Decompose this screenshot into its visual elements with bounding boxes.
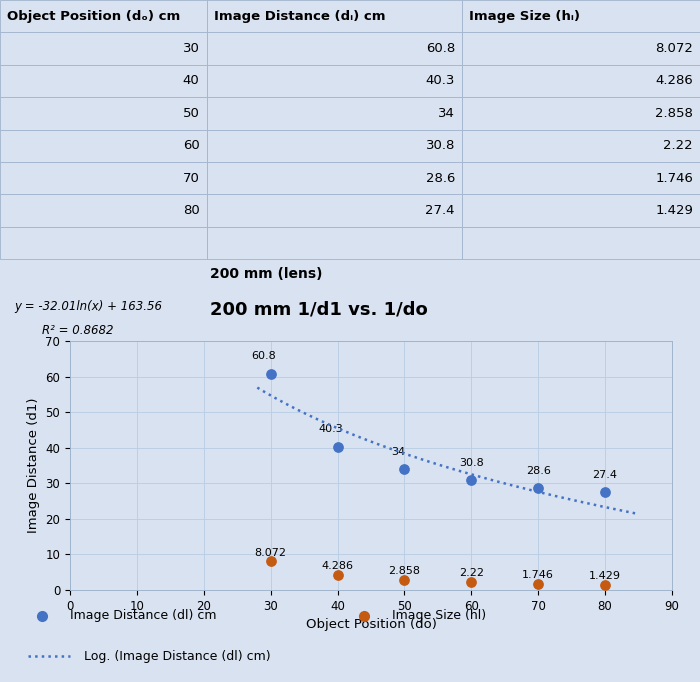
- Text: Image Distance (dl) cm: Image Distance (dl) cm: [70, 609, 216, 622]
- Text: R² = 0.8682: R² = 0.8682: [42, 325, 113, 338]
- Text: 200 mm (lens): 200 mm (lens): [210, 267, 323, 281]
- Point: [533, 578, 544, 589]
- Text: 1.746: 1.746: [655, 172, 693, 185]
- Text: 30.8: 30.8: [459, 458, 484, 468]
- Text: 28.6: 28.6: [526, 466, 551, 476]
- Bar: [206, 32, 462, 65]
- Point: [399, 464, 410, 475]
- Bar: [462, 65, 700, 97]
- Point: [332, 569, 343, 580]
- Bar: [462, 98, 700, 130]
- Bar: [462, 130, 700, 162]
- Text: 30: 30: [183, 42, 200, 55]
- Bar: [0, 130, 206, 162]
- Bar: [0, 32, 206, 65]
- Bar: [206, 130, 462, 162]
- Bar: [206, 194, 462, 226]
- Text: 60.8: 60.8: [426, 42, 455, 55]
- Point: [332, 441, 343, 452]
- Text: 2.858: 2.858: [389, 566, 421, 576]
- Bar: [0, 65, 206, 97]
- Text: 2.22: 2.22: [458, 569, 484, 578]
- Bar: [462, 226, 700, 259]
- Text: 50: 50: [183, 107, 200, 120]
- Text: 30.8: 30.8: [426, 139, 455, 152]
- Bar: [206, 0, 462, 32]
- Text: 60.8: 60.8: [251, 351, 276, 361]
- Bar: [206, 226, 462, 259]
- Text: 60: 60: [183, 139, 200, 152]
- Point: [533, 483, 544, 494]
- Text: 2.22: 2.22: [664, 139, 693, 152]
- Bar: [206, 162, 462, 194]
- Bar: [0, 162, 206, 194]
- Text: 1.429: 1.429: [655, 204, 693, 217]
- Point: [599, 580, 610, 591]
- Bar: [462, 32, 700, 65]
- Point: [265, 556, 276, 567]
- Text: Image Size (hᵢ): Image Size (hᵢ): [469, 10, 580, 23]
- Bar: [206, 65, 462, 97]
- Bar: [0, 98, 206, 130]
- Text: Log. (Image Distance (dl) cm): Log. (Image Distance (dl) cm): [84, 650, 271, 663]
- Text: 200 mm 1/d1 vs. 1/do: 200 mm 1/d1 vs. 1/do: [210, 301, 428, 319]
- Text: 70: 70: [183, 172, 200, 185]
- Bar: [206, 98, 462, 130]
- Text: 80: 80: [183, 204, 200, 217]
- Text: 40.3: 40.3: [426, 74, 455, 87]
- Text: 8.072: 8.072: [655, 42, 693, 55]
- Text: 4.286: 4.286: [321, 561, 354, 571]
- Text: 40: 40: [183, 74, 200, 87]
- Text: 1.429: 1.429: [589, 572, 621, 581]
- Text: 27.4: 27.4: [593, 470, 617, 480]
- Text: 27.4: 27.4: [426, 204, 455, 217]
- Text: 34: 34: [438, 107, 455, 120]
- Text: 4.286: 4.286: [655, 74, 693, 87]
- Bar: [0, 226, 206, 259]
- X-axis label: Object Position (do): Object Position (do): [306, 618, 436, 632]
- Y-axis label: Image Distance (d1): Image Distance (d1): [27, 398, 40, 533]
- Bar: [462, 0, 700, 32]
- Point: [466, 576, 477, 587]
- Bar: [0, 194, 206, 226]
- Text: Image Size (hl): Image Size (hl): [392, 609, 486, 622]
- Text: 8.072: 8.072: [255, 548, 287, 558]
- Text: y = -32.01ln(x) + 163.56: y = -32.01ln(x) + 163.56: [14, 300, 162, 314]
- Bar: [462, 194, 700, 226]
- Text: 28.6: 28.6: [426, 172, 455, 185]
- Bar: [462, 162, 700, 194]
- Point: [399, 574, 410, 585]
- Point: [599, 487, 610, 498]
- Text: 40.3: 40.3: [318, 424, 343, 434]
- Text: 34: 34: [391, 447, 405, 456]
- Text: 2.858: 2.858: [655, 107, 693, 120]
- Text: Object Position (dₒ) cm: Object Position (dₒ) cm: [7, 10, 181, 23]
- Point: [466, 475, 477, 486]
- Text: Image Distance (dᵢ) cm: Image Distance (dᵢ) cm: [214, 10, 385, 23]
- Bar: [0, 0, 206, 32]
- Point: [265, 368, 276, 379]
- Text: 1.746: 1.746: [522, 570, 554, 580]
